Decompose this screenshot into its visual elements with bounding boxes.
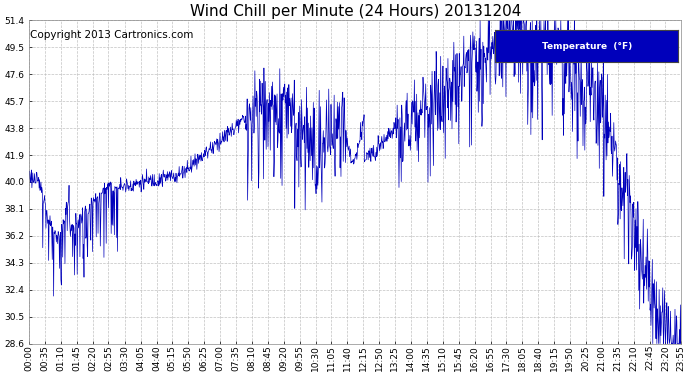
Title: Wind Chill per Minute (24 Hours) 20131204: Wind Chill per Minute (24 Hours) 2013120… — [190, 4, 521, 19]
Text: Copyright 2013 Cartronics.com: Copyright 2013 Cartronics.com — [30, 30, 193, 40]
